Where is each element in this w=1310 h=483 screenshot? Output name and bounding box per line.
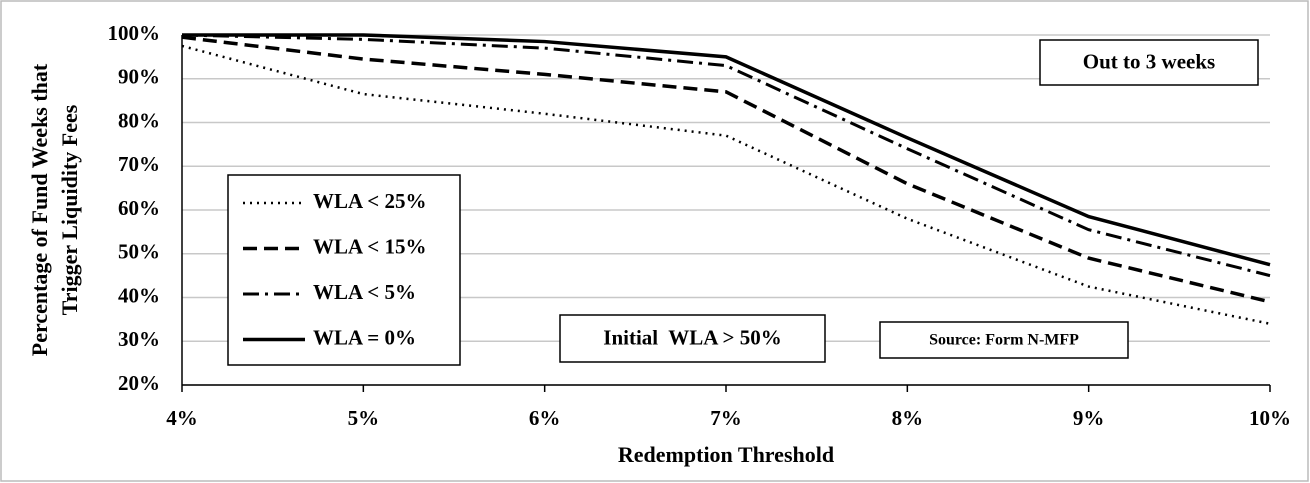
series-line (182, 33, 1271, 267)
y-tick-label: 100% (108, 21, 161, 45)
legend-label: WLA < 15% (313, 234, 426, 258)
x-tick-label: 7% (710, 406, 742, 430)
annotation-box (1039, 39, 1259, 86)
y-tick-label: 30% (118, 327, 160, 351)
x-tick-label: 5% (348, 406, 380, 430)
x-tick-label: 10% (1249, 406, 1291, 430)
legend-label: WLA < 25% (313, 189, 426, 213)
annotation: Initial WLA > 50% (603, 325, 781, 349)
y-axis-title: Percentage of Fund Weeks that Trigger Li… (27, 63, 82, 356)
x-tick-label: 4% (166, 406, 198, 430)
y-tick-label: 70% (118, 152, 160, 176)
annotation: Out to 3 weeks (1083, 49, 1215, 73)
series-line (181, 35, 1271, 304)
x-tick-label: 6% (529, 406, 561, 430)
legend-label: WLA = 0% (313, 325, 416, 349)
annotation: Source: Form N-MFP (929, 332, 1079, 349)
y-tick-label: 80% (118, 108, 160, 132)
y-tick-label: 90% (118, 65, 160, 89)
series-line (181, 33, 1271, 278)
legend-label: WLA < 5% (313, 280, 416, 304)
x-axis-title: Redemption Threshold (618, 442, 834, 467)
y-tick-label: 60% (118, 196, 160, 220)
y-tick-label: 40% (118, 283, 160, 307)
y-tick-label: 20% (118, 371, 160, 395)
annotation-box (559, 314, 826, 363)
x-tick-label: 9% (1073, 406, 1105, 430)
y-axis-title-line: Percentage of Fund Weeks that (27, 63, 52, 356)
y-tick-label: 50% (118, 240, 160, 264)
legend-box (227, 174, 461, 366)
series-line (181, 44, 1271, 325)
annotation-box (879, 321, 1129, 359)
y-axis-title-line: Trigger Liquidity Fees (57, 104, 82, 315)
x-tick-label: 8% (892, 406, 924, 430)
